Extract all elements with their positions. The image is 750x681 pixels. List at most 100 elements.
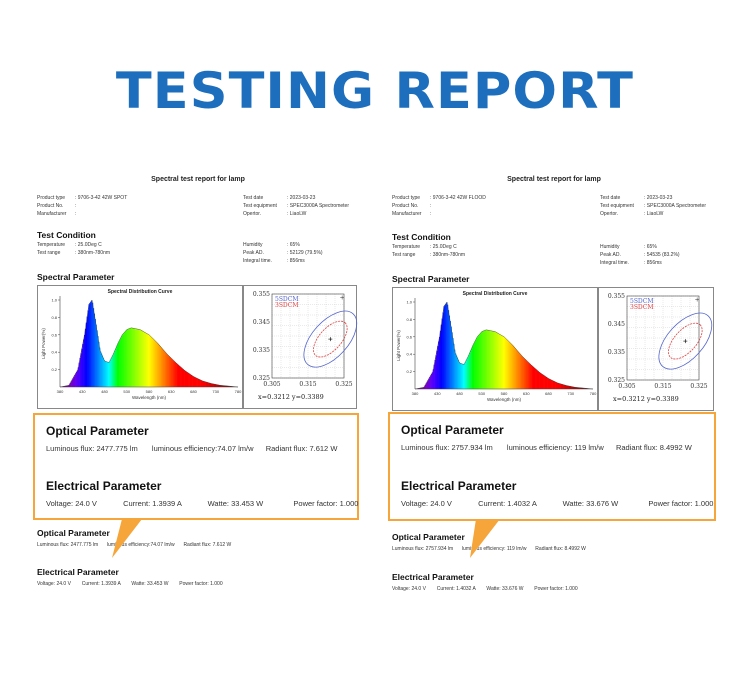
spectrum-bar (418, 388, 420, 389)
spectrum-bar (505, 338, 507, 389)
cie-readout: x=0.3212 y=0.3389 (258, 393, 324, 401)
spectrum-bar (431, 373, 433, 389)
spectrum-bar (492, 331, 494, 389)
spectrum-bar (486, 329, 488, 389)
spectrum-bar (581, 387, 583, 389)
spectrum-bar (72, 378, 74, 387)
optical-row-small: Luminous flux: 2477.775 lm luminous effi… (37, 542, 232, 548)
spectrum-bar (143, 331, 145, 387)
spectrum-bar (565, 385, 567, 389)
spectrum-bar (560, 383, 562, 389)
spectrum-bar (209, 383, 211, 387)
spectrum-bar (561, 384, 564, 389)
spectrum-bar (167, 355, 169, 387)
spectrum-bar (89, 303, 91, 387)
cie-y-tick: 0.325 (253, 375, 270, 382)
target-plus: + (340, 295, 345, 302)
y-tick-label: 0.6 (51, 332, 57, 337)
spectrum-bar (473, 342, 475, 389)
spectrum-bar (197, 378, 200, 387)
y-tick-label: 0.6 (406, 334, 412, 339)
optical-heading-small: Optical Parameter (37, 528, 110, 538)
spectrum-bar (64, 386, 66, 387)
spectrum-bar (154, 340, 156, 387)
spectrum-bar (229, 386, 231, 387)
spectrum-bar (475, 339, 477, 389)
spectrum-bar (93, 313, 96, 387)
spectrum-bar (455, 355, 458, 389)
spectrum-bar (92, 302, 94, 387)
spectrum-bar (194, 377, 196, 387)
x-tick-label: 380 (412, 391, 419, 396)
spectrum-bar (567, 385, 569, 389)
spectrum-area (415, 302, 594, 389)
spectrum-bar (83, 339, 85, 387)
spectrum-bar (206, 382, 209, 387)
spectrum-bar (524, 358, 526, 389)
spectrum-bar (208, 382, 210, 387)
cie-y-tick: 0.335 (608, 349, 625, 356)
spectrum-bar (204, 381, 206, 387)
spectrum-bar (221, 385, 223, 387)
spectrum-bar (506, 339, 508, 389)
cie-x-tick: 0.305 (618, 383, 635, 390)
spectrum-bar (219, 385, 221, 387)
spectrum-bar (563, 384, 565, 389)
spectrum-bar (422, 387, 424, 389)
spectrum-bar (96, 330, 98, 387)
spectrum-bar (150, 336, 152, 387)
spectrum-bar (504, 338, 507, 389)
spectrum-bar (153, 339, 155, 387)
spectrum-bar (97, 336, 99, 387)
spectrum-bar (461, 363, 463, 389)
spectrum-bar (132, 328, 135, 387)
spectrum-bar (423, 386, 426, 389)
spectrum-bar (430, 375, 432, 389)
spectrum-bar (105, 361, 107, 387)
spectrum-bar (223, 385, 225, 387)
spectrum-bar (527, 361, 529, 389)
optical-row-small: Luminous flux: 2757.934 lm luminous effi… (392, 546, 586, 552)
spectrum-bar (553, 381, 556, 389)
spectrum-bar (580, 387, 582, 389)
spectrum-bar (164, 351, 166, 387)
spectrum-bar (227, 385, 229, 387)
spectrum-bar (118, 340, 120, 387)
spectral-chart-svg: 0.2 0.4 0.6 0.8 1.0 380 430 480 530 580 630 680 730 7… (41, 296, 242, 400)
spectrum-bar (448, 315, 451, 389)
spectrum-bar (443, 306, 445, 389)
cond-right: Humidity: 65% Peak AD.: 52129 (79.5%) In… (243, 242, 323, 264)
spectrum-bar (466, 358, 468, 389)
meta-right: Test date: 2023-03-23 Test equipment: SP… (600, 195, 706, 217)
spectrum-bar (508, 341, 510, 389)
power-factor: Power factor: 1.000 (293, 499, 359, 508)
cie-chart-svg: 0.305 0.315 0.325 0.325 0.335 0.345 0.355 +5SDC… (253, 291, 358, 388)
spectrum-bar (102, 357, 104, 387)
spectrum-bar (537, 371, 540, 389)
spectrum-bar (191, 375, 193, 387)
spectrum-bar (213, 383, 215, 387)
spectrum-bar (152, 338, 154, 387)
spectrum-bar (534, 368, 536, 389)
spectrum-bar (115, 348, 117, 387)
spectrum-bar (549, 379, 551, 389)
spectrum-bar (552, 380, 554, 389)
spectrum-bar (546, 377, 548, 389)
optical-row: Luminous flux: 2477.775 lm luminous effi… (46, 444, 337, 453)
spectrum-bar (507, 340, 509, 389)
spectrum-bar (217, 384, 219, 387)
spectrum-bar (550, 379, 552, 389)
spectrum-line (59, 299, 239, 388)
spectrum-bar (487, 330, 489, 389)
spectrum-bar (469, 352, 471, 389)
spectrum-bar (192, 376, 194, 387)
spectrum-bar (445, 303, 447, 389)
x-tick-label: 430 (79, 389, 86, 394)
spectrum-bar (151, 337, 153, 387)
spectrum-bar (431, 372, 434, 389)
spectrum-bar (428, 378, 430, 389)
spectrum-bar (574, 387, 576, 389)
spectrum-bar (525, 359, 527, 389)
spectrum-bar (119, 339, 121, 387)
spectrum-bar (462, 364, 464, 389)
